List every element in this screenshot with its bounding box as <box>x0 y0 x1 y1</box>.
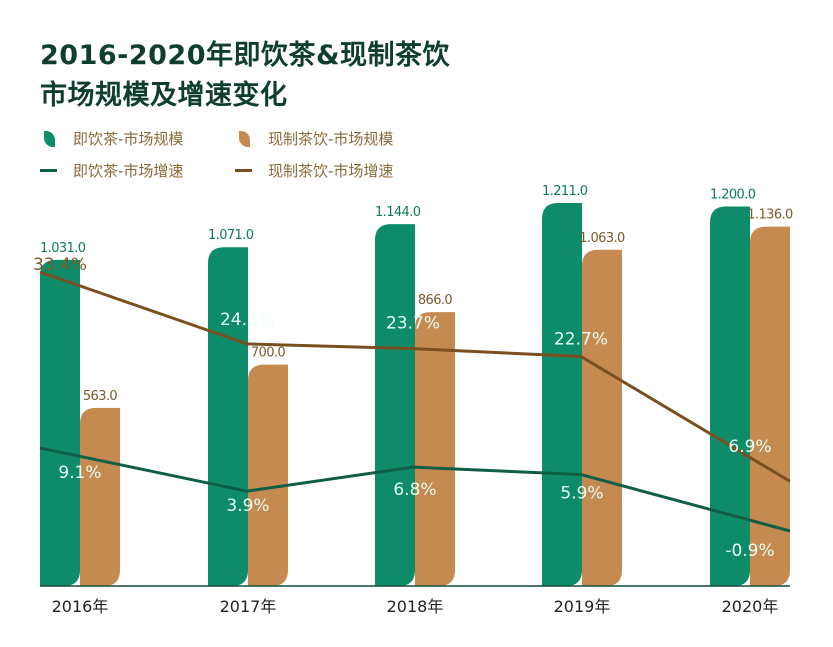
bar-rtd-size <box>542 202 582 586</box>
bar-rtd-size <box>40 259 80 586</box>
data-label-fresh-size: 563.0 <box>83 389 118 404</box>
legend-label: 现制茶饮-市场增速 <box>268 162 394 180</box>
x-tick-label: 2019年 <box>554 597 611 616</box>
x-tick-label: 2017年 <box>220 597 277 616</box>
x-tick-label: 2016年 <box>52 597 109 616</box>
legend-label: 现制茶饮-市场规模 <box>268 130 394 148</box>
data-label-fresh-growth: 24.3% <box>220 310 274 330</box>
chart-title-line1: 2016-2020年即饮茶&现制茶饮 <box>40 40 451 71</box>
data-label-fresh-growth: 22.7% <box>554 330 608 350</box>
data-label-rtd-growth: 5.9% <box>560 484 603 504</box>
bar-fresh-size <box>415 312 455 586</box>
line-swatch-icon <box>40 169 57 172</box>
leaf-icon <box>44 130 55 147</box>
legend-item-fresh-size: 现制茶饮-市场规模 <box>235 128 393 149</box>
line-rtd-growth <box>39 446 791 533</box>
chart-title: 2016-2020年即饮茶&现制茶饮 市场规模及增速变化 <box>40 36 450 116</box>
legend-item-rtd-growth: 即饮茶-市场增速 <box>40 160 183 181</box>
bars-layer <box>40 202 790 586</box>
x-tick-label: 2020年 <box>722 597 779 616</box>
leaf-icon <box>239 130 250 147</box>
labels-layer: 1.031.0 563.0 2016年 1.071.0 700.0 2017年 1.144.… <box>33 184 794 616</box>
data-label-rtd-growth: 6.8% <box>393 480 436 500</box>
legend-item-fresh-growth: 现制茶饮-市场增速 <box>235 160 393 181</box>
legend-label: 即饮茶-市场增速 <box>73 162 184 180</box>
chart-title-line2: 市场规模及增速变化 <box>40 80 288 111</box>
data-label-fresh-growth: 33.4% <box>33 255 87 275</box>
bar-fresh-size <box>582 249 622 586</box>
line-swatch-icon <box>235 169 252 172</box>
data-label-rtd-size: 1.200.0 <box>710 187 756 202</box>
data-label-fresh-size: 700.0 <box>251 346 286 361</box>
bar-fresh-size <box>248 364 288 586</box>
legend-label: 即饮茶-市场规模 <box>73 130 184 148</box>
data-label-fresh-growth: 6.9% <box>728 437 771 457</box>
data-label-fresh-size: 866.0 <box>418 293 453 308</box>
line-fresh-growth <box>39 270 791 483</box>
bar-rtd-size <box>710 206 750 586</box>
data-label-rtd-size: 1.031.0 <box>40 241 86 256</box>
bar-fresh-size <box>80 407 120 586</box>
data-label-rtd-growth: 3.9% <box>226 496 269 516</box>
bar-rtd-size <box>208 247 248 586</box>
legend-item-rtd-size: 即饮茶-市场规模 <box>40 128 183 149</box>
data-label-rtd-growth: -0.9% <box>725 541 774 561</box>
data-label-rtd-size: 1.071.0 <box>208 228 254 243</box>
data-label-fresh-size: 1.063.0 <box>579 231 625 246</box>
data-label-rtd-size: 1.211.0 <box>542 184 588 199</box>
x-tick-label: 2018年 <box>387 597 444 616</box>
bar-fresh-size <box>750 226 790 586</box>
data-label-rtd-growth: 9.1% <box>58 463 101 483</box>
data-label-fresh-growth: 23.7% <box>386 314 440 334</box>
bar-rtd-size <box>375 224 415 586</box>
data-label-fresh-size: 1.136.0 <box>747 208 793 223</box>
lines-layer <box>39 270 791 533</box>
data-label-rtd-size: 1.144.0 <box>375 205 421 220</box>
